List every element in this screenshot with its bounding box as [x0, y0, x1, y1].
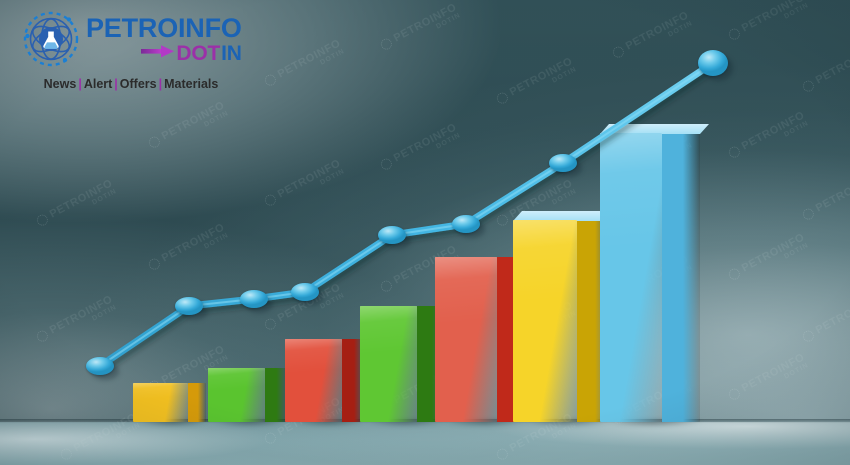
- brand-subtitle-row: DOT IN: [86, 43, 242, 64]
- brand-title: PETROINFO: [86, 12, 242, 43]
- bar-shadow: [364, 420, 448, 427]
- trend-marker: [698, 50, 733, 81]
- trend-marker-dot: [378, 226, 406, 244]
- trend-marker-dot: [549, 154, 577, 172]
- tagline-separator: |: [114, 77, 118, 91]
- trend-marker-dot: [452, 215, 480, 233]
- trend-marker: [291, 283, 324, 306]
- tagline-separator: |: [158, 77, 163, 91]
- trend-marker: [240, 290, 273, 313]
- bar-shadow: [212, 420, 290, 427]
- trend-marker-dot: [698, 50, 728, 76]
- bar-shadow: [137, 420, 210, 427]
- brand-sub-dot: DOT: [176, 41, 221, 65]
- tagline-separator: |: [78, 77, 82, 91]
- trend-marker: [549, 154, 582, 177]
- trend-marker: [378, 226, 411, 249]
- brand-logo-block: PETROINFO: [22, 10, 252, 102]
- tagline-item-alert[interactable]: Alert: [83, 77, 113, 91]
- bar-shadow: [604, 420, 704, 427]
- trend-marker: [452, 215, 485, 238]
- bar-side-face: [188, 383, 206, 422]
- trend-marker-dot: [175, 297, 203, 315]
- trend-marker-dot: [240, 290, 268, 308]
- brand-logo-row: PETROINFO: [22, 10, 252, 68]
- brand-logo-text: PETROINFO: [86, 12, 242, 64]
- bar-shadow: [439, 420, 531, 427]
- trend-marker-dot: [86, 357, 114, 375]
- trend-marker: [86, 357, 119, 380]
- bar-shadow: [289, 420, 368, 427]
- bar-shadow: [517, 420, 614, 427]
- bar-side-face: [662, 133, 700, 422]
- trend-polyline: [96, 59, 717, 370]
- bar-side-face: [342, 339, 364, 422]
- tagline-item-offers[interactable]: Offers: [119, 77, 157, 91]
- brand-sub-in: IN: [221, 41, 242, 65]
- atom-flask-logo-icon: [22, 10, 80, 68]
- trend-marker-dot: [291, 283, 319, 301]
- background-floor: [0, 422, 850, 465]
- trend-marker: [175, 297, 208, 320]
- trend-polyline-highlight: [99, 62, 714, 367]
- tagline-item-materials[interactable]: Materials: [164, 77, 219, 91]
- brand-tagline: News | Alert | Offers | Materials: [22, 77, 240, 91]
- bar-side-face: [265, 368, 286, 422]
- tagline-item-news[interactable]: News: [43, 77, 77, 91]
- arrow-right-icon: [141, 44, 175, 63]
